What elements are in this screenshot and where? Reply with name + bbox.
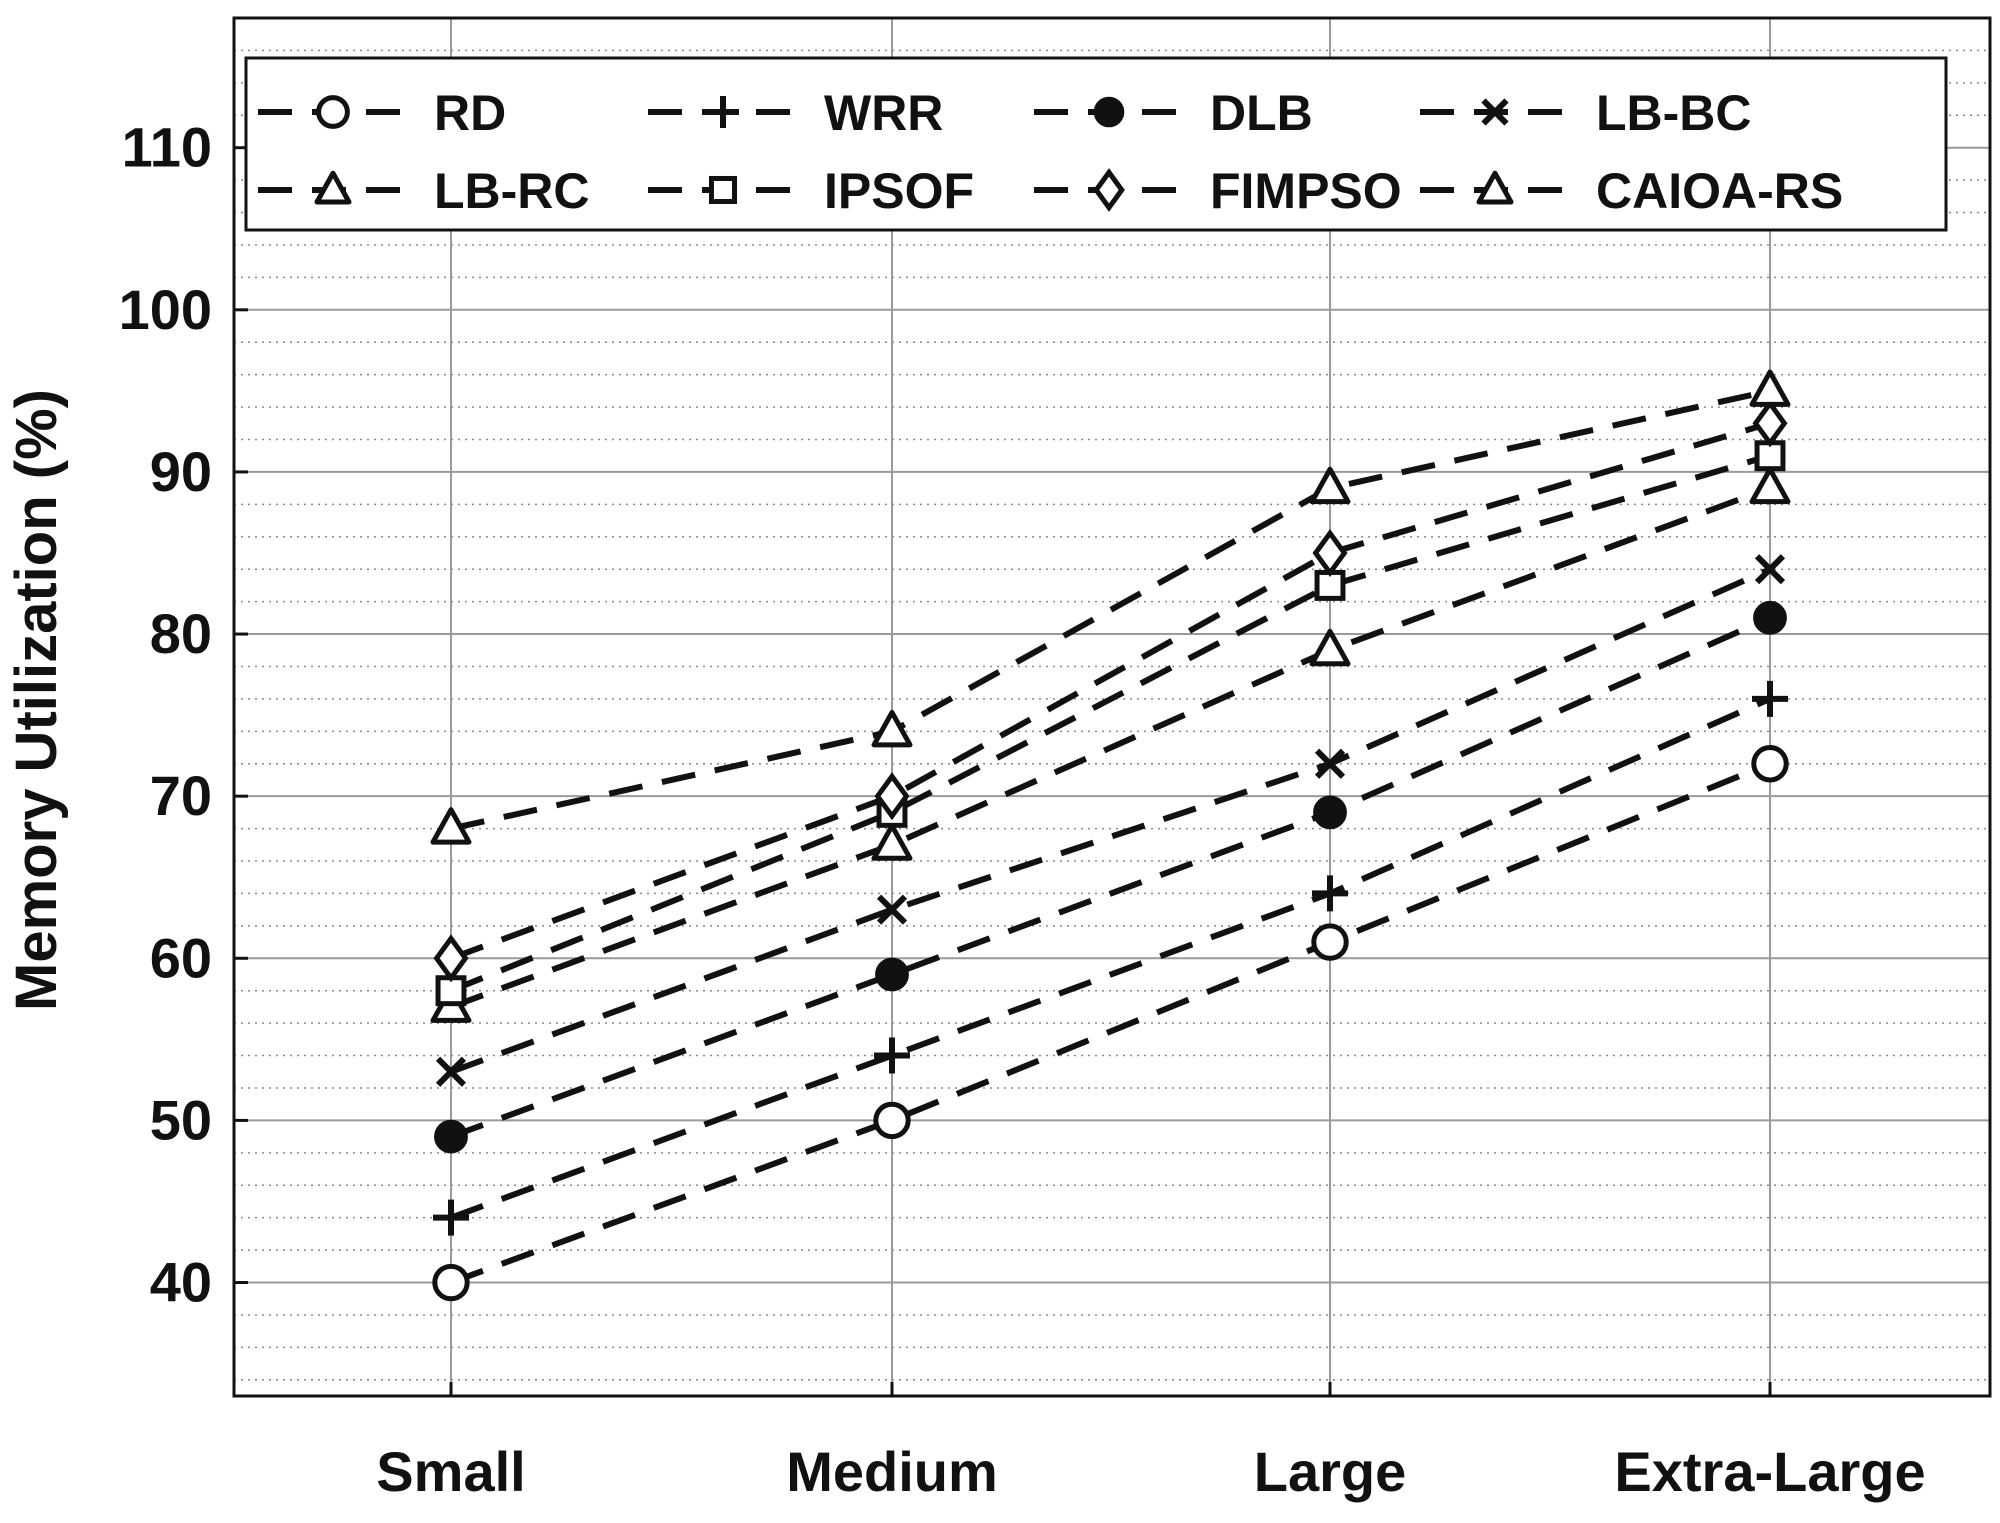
data-point-fimpso bbox=[433, 934, 469, 983]
series-line-fimpso bbox=[449, 420, 1771, 962]
legend-marker bbox=[1476, 170, 1514, 205]
y-tick-label: 70 bbox=[150, 764, 212, 827]
data-point-rd bbox=[432, 1263, 470, 1302]
legend-box bbox=[244, 56, 1948, 232]
data-point-wrr bbox=[1312, 875, 1348, 912]
data-point-lb-bc bbox=[1314, 748, 1346, 779]
axes: 40 50 60 70 80 90 100 110 Small Medium Large Extra-… bbox=[119, 16, 1992, 1503]
series-line-lb-rc bbox=[449, 485, 1772, 1010]
series-rd bbox=[432, 745, 1789, 1302]
legend-label: RD bbox=[434, 85, 506, 141]
legend-marker bbox=[1481, 98, 1509, 126]
data-point-lb-rc bbox=[871, 823, 913, 861]
series-line-caioa-rs bbox=[450, 387, 1771, 832]
legend-label: IPSOF bbox=[824, 163, 974, 219]
data-point-dlb bbox=[875, 957, 909, 992]
series-lb-bc bbox=[435, 554, 1786, 1087]
legend-marker bbox=[708, 175, 738, 205]
legend-marker bbox=[1093, 168, 1125, 212]
data-point-rd bbox=[873, 1101, 911, 1140]
legend-item-caioa-rs: CAIOA-RS bbox=[1420, 163, 1843, 219]
legend-label: CAIOA-RS bbox=[1596, 163, 1843, 219]
x-tick-label: Medium bbox=[786, 1440, 998, 1503]
series-caioa-rs bbox=[430, 369, 1791, 845]
legend-marker bbox=[314, 170, 352, 205]
legend-label: LB-RC bbox=[434, 163, 590, 219]
data-point-caioa-rs bbox=[871, 709, 913, 748]
series-line-rd bbox=[449, 760, 1772, 1286]
series-ipsof bbox=[435, 440, 1786, 1007]
legend: RD WRR DLB LB-BC LB-RC IPSOF FIMPSO CAIOA-RS bbox=[244, 56, 1948, 232]
legend-item-fimpso: FIMPSO bbox=[1034, 163, 1402, 219]
y-tick-label: 50 bbox=[150, 1088, 212, 1151]
series-fimpso bbox=[433, 399, 1788, 983]
series-line-lb-bc bbox=[449, 566, 1772, 1075]
data-point-caioa-rs bbox=[1309, 466, 1351, 505]
y-tick-label: 60 bbox=[150, 926, 212, 989]
y-tick-label: 80 bbox=[150, 602, 212, 665]
legend-label: LB-BC bbox=[1596, 85, 1752, 141]
legend-marker bbox=[707, 96, 739, 128]
data-point-lb-bc bbox=[876, 894, 908, 925]
legend-item-lb-bc: LB-BC bbox=[1420, 85, 1752, 141]
legend-item-lb-rc: LB-RC bbox=[258, 163, 590, 219]
data-point-fimpso bbox=[1752, 399, 1788, 448]
data-point-lb-rc bbox=[1309, 628, 1351, 667]
legend-marker bbox=[1093, 96, 1125, 128]
y-tick-label: 110 bbox=[122, 116, 212, 179]
data-point-caioa-rs bbox=[1749, 369, 1791, 407]
legend-label: FIMPSO bbox=[1210, 163, 1402, 219]
legend-item-wrr: WRR bbox=[648, 85, 943, 141]
series-lines bbox=[430, 369, 1791, 1302]
x-tick-label: Extra-Large bbox=[1614, 1440, 1925, 1503]
series-lb-rc bbox=[430, 466, 1791, 1023]
data-point-lb-bc bbox=[1754, 554, 1786, 585]
legend-label: WRR bbox=[824, 85, 943, 141]
x-tick-label: Small bbox=[376, 1440, 525, 1503]
legend-label: DLB bbox=[1210, 85, 1313, 141]
data-point-fimpso bbox=[1312, 528, 1348, 578]
y-tick-label: 40 bbox=[150, 1251, 212, 1314]
data-point-caioa-rs bbox=[430, 807, 472, 845]
data-point-rd bbox=[1751, 745, 1789, 783]
y-axis-label: Memory Utilization (%) bbox=[4, 389, 69, 1011]
x-tick-label: Large bbox=[1254, 1440, 1407, 1503]
y-tick-label: 100 bbox=[119, 278, 212, 341]
plot-frame bbox=[232, 16, 1992, 1398]
data-point-wrr bbox=[1752, 680, 1788, 717]
legend-marker bbox=[316, 95, 350, 129]
data-point-lb-bc bbox=[435, 1056, 467, 1087]
legend-item-rd: RD bbox=[258, 85, 506, 141]
series-dlb bbox=[434, 600, 1787, 1154]
data-point-dlb bbox=[434, 1119, 468, 1154]
series-wrr bbox=[433, 680, 1788, 1236]
data-point-lb-rc bbox=[1749, 466, 1791, 505]
legend-item-ipsof: IPSOF bbox=[648, 163, 974, 219]
data-point-wrr bbox=[874, 1037, 910, 1074]
legend-item-dlb: DLB bbox=[1034, 85, 1313, 141]
data-point-wrr bbox=[433, 1199, 469, 1236]
data-point-fimpso bbox=[874, 772, 910, 821]
series-line-ipsof bbox=[449, 452, 1771, 994]
series-line-wrr bbox=[449, 696, 1772, 1221]
data-point-dlb bbox=[1753, 600, 1787, 635]
y-tick-label: 90 bbox=[150, 440, 212, 503]
series-line-dlb bbox=[449, 615, 1772, 1140]
data-point-dlb bbox=[1313, 795, 1347, 830]
data-point-rd bbox=[1311, 923, 1349, 961]
